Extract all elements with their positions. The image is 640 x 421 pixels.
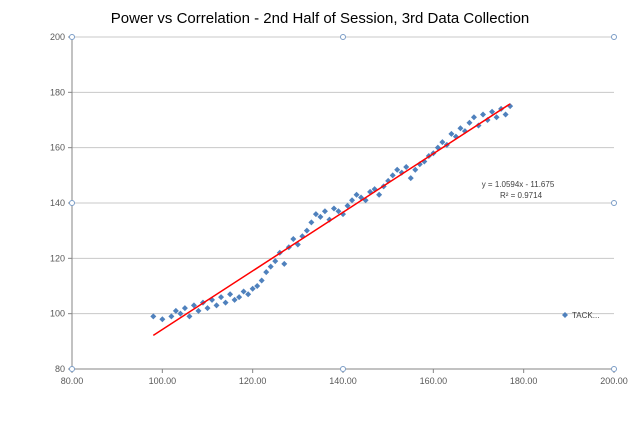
x-tick-label: 140.00 <box>329 376 357 386</box>
data-point <box>159 316 166 323</box>
y-tick-label: 80 <box>55 364 65 374</box>
data-point <box>150 313 157 320</box>
data-point <box>353 191 360 198</box>
data-point <box>484 117 491 123</box>
tick-labels: 80 100 120 140 160 180 200 80.00 100.00 120.00 140… <box>50 32 628 386</box>
resize-handle[interactable] <box>340 34 346 40</box>
resize-handle[interactable] <box>611 366 617 372</box>
legend: TACK... <box>562 311 599 320</box>
y-tick-label: 120 <box>50 253 65 263</box>
data-point <box>272 258 279 265</box>
data-point <box>195 307 202 314</box>
data-point <box>349 197 356 204</box>
data-point <box>330 205 337 212</box>
resize-handle[interactable] <box>611 34 617 40</box>
data-point <box>267 263 274 270</box>
legend-marker-icon <box>562 312 568 318</box>
resize-handle[interactable] <box>69 200 75 206</box>
resize-handle[interactable] <box>611 200 617 206</box>
data-point <box>204 305 211 312</box>
data-point <box>186 313 193 320</box>
data-point <box>317 213 324 220</box>
y-tick-label: 200 <box>50 32 65 42</box>
x-tick-label: 180.00 <box>510 376 538 386</box>
data-point <box>308 219 315 226</box>
trendline-equation: y = 1.0594x - 11.675 <box>482 180 555 189</box>
data-point <box>321 208 328 215</box>
data-point <box>213 302 220 309</box>
x-tick-label: 200.00 <box>600 376 628 386</box>
data-point <box>389 172 396 179</box>
data-point <box>218 294 225 301</box>
data-point <box>249 285 256 292</box>
y-tick-label: 100 <box>50 309 65 319</box>
data-point <box>231 296 238 303</box>
data-point <box>258 277 265 284</box>
resize-handle[interactable] <box>340 366 346 372</box>
x-tick-label: 100.00 <box>149 376 177 386</box>
data-point <box>245 291 252 298</box>
data-point <box>335 208 342 215</box>
data-point <box>263 269 270 276</box>
data-point <box>290 235 297 242</box>
data-point <box>177 310 184 317</box>
selection-handles <box>69 34 617 372</box>
legend-label: TACK... <box>572 311 599 320</box>
resize-handle[interactable] <box>69 366 75 372</box>
data-point <box>236 294 243 301</box>
data-point <box>222 299 229 306</box>
y-tick-label: 180 <box>50 87 65 97</box>
data-point <box>466 119 473 126</box>
x-tick-label: 160.00 <box>420 376 448 386</box>
chart-title: Power vs Correlation - 2nd Half of Sessi… <box>111 10 530 27</box>
data-point <box>493 114 500 121</box>
data-point <box>448 130 455 137</box>
trendline <box>152 103 511 337</box>
data-point <box>502 111 509 118</box>
trendline-r2: R² = 0.9714 <box>500 191 543 200</box>
data-point <box>376 191 383 198</box>
data-point <box>181 305 188 312</box>
resize-handle[interactable] <box>69 34 75 40</box>
data-point <box>403 164 410 171</box>
data-point <box>470 114 477 121</box>
data-point <box>412 166 419 173</box>
y-tick-label: 160 <box>50 143 65 153</box>
trendline-layer <box>152 103 511 337</box>
data-point <box>312 211 319 218</box>
data-point <box>254 283 261 289</box>
data-point <box>168 313 175 320</box>
x-tick-label: 120.00 <box>239 376 267 386</box>
data-point <box>281 260 288 267</box>
x-tick-label: 80.00 <box>61 376 84 386</box>
data-point <box>240 288 247 295</box>
data-point <box>344 202 351 209</box>
data-point <box>172 307 179 314</box>
data-point <box>303 227 310 234</box>
data-point <box>394 166 401 173</box>
y-tick-label: 140 <box>50 198 65 208</box>
data-point <box>457 125 464 132</box>
data-point <box>407 175 414 182</box>
data-point <box>489 108 496 115</box>
data-point <box>480 111 487 118</box>
data-point <box>326 216 333 223</box>
data-point <box>190 302 197 309</box>
data-point <box>439 139 446 146</box>
data-point <box>227 291 234 298</box>
